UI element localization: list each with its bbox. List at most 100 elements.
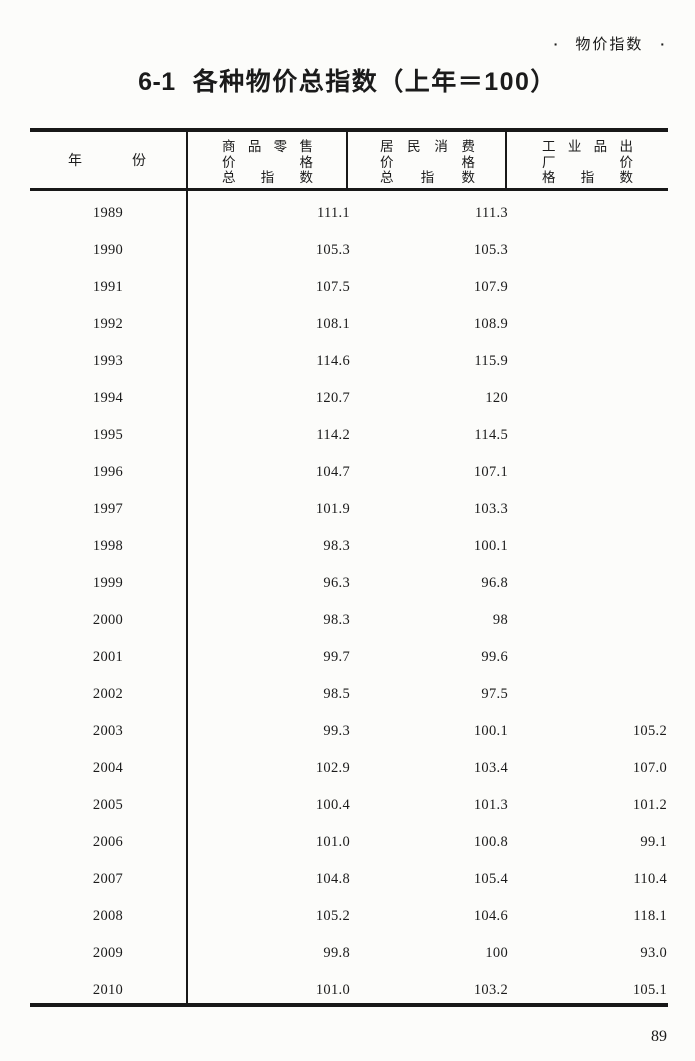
price-index-table: 年份 商品零售价格总指数 居民消费价格总指数 工业品出厂价格指数 1989 111… <box>30 128 668 1007</box>
consumer-price-index-header: 居民消费价格总指数 <box>380 139 475 186</box>
producer-price-cell: 105.1 <box>632 981 667 998</box>
producer-price-cell: 118.1 <box>633 907 667 924</box>
year-cell: 1990 <box>92 241 124 258</box>
year-cell: 2006 <box>92 833 124 850</box>
table-row: 1998 98.3 100.1 <box>30 524 668 561</box>
page-title: 6-1 各种物价总指数（上年＝100） <box>0 62 695 98</box>
consumer-price-cell: 99.6 <box>481 648 508 665</box>
table-row: 2010 101.0 103.2 105.1 <box>30 968 668 1005</box>
year-cell: 1991 <box>92 278 124 295</box>
consumer-price-cell: 100.1 <box>473 722 508 739</box>
retail-price-cell: 98.5 <box>323 685 350 702</box>
header-char: 价 <box>619 154 634 170</box>
header-char: 出 <box>619 139 633 154</box>
year-column-divider-line <box>186 132 188 1003</box>
year-cell: 1995 <box>92 426 124 443</box>
header-char: 品 <box>593 139 608 154</box>
consumer-price-cell: 104.6 <box>473 907 508 924</box>
table-row: 1993 114.6 115.9 <box>30 339 668 376</box>
retail-price-cell: 98.3 <box>323 537 350 554</box>
retail-price-cell: 105.3 <box>315 241 350 258</box>
year-cell: 2003 <box>92 722 124 739</box>
table-body: 1989 111.1 111.3 1990 105.3 105.3 1991 107.5 107… <box>30 191 668 1005</box>
header-char: 格 <box>542 170 556 185</box>
producer-price-cell: 101.2 <box>632 796 667 813</box>
header-char: 工 <box>542 139 556 154</box>
year-cell: 1989 <box>92 204 124 221</box>
header-line: 厂价 <box>542 155 633 171</box>
header-char: 总 <box>222 170 236 185</box>
page-number: 89 <box>651 1028 667 1045</box>
consumer-price-cell: 108.9 <box>473 315 508 332</box>
table-row: 2002 98.5 97.5 <box>30 672 668 709</box>
header-divider-line <box>346 132 348 190</box>
header-char: 指 <box>260 170 275 185</box>
table-row: 1989 111.1 111.3 <box>30 191 668 228</box>
table-row: 2000 98.3 98 <box>30 598 668 635</box>
header-char: 零 <box>273 139 288 154</box>
year-cell: 1997 <box>92 500 124 517</box>
retail-price-cell: 104.7 <box>315 463 350 480</box>
year-cell: 1992 <box>92 315 124 332</box>
header-char: 费 <box>461 139 475 154</box>
producer-price-cell: 93.0 <box>640 944 667 961</box>
retail-price-cell: 108.1 <box>315 315 350 332</box>
header-char: 消 <box>434 139 448 154</box>
table-row: 1992 108.1 108.9 <box>30 302 668 339</box>
retail-price-cell: 99.7 <box>323 648 350 665</box>
year-cell: 2007 <box>92 870 124 887</box>
year-cell: 1993 <box>92 352 124 369</box>
header-char: 业 <box>567 139 582 154</box>
consumer-price-cell: 120 <box>485 389 508 406</box>
consumer-price-cell: 101.3 <box>473 796 508 813</box>
header-char: 品 <box>247 139 262 154</box>
table-row: 1995 114.2 114.5 <box>30 413 668 450</box>
consumer-price-cell: 100.8 <box>473 833 508 850</box>
consumer-price-cell: 100.1 <box>473 537 508 554</box>
table-row: 2004 102.9 103.4 107.0 <box>30 746 668 783</box>
producer-price-cell: 105.2 <box>632 722 667 739</box>
year-cell: 2000 <box>92 611 124 628</box>
running-head-left-dot: · <box>553 35 559 52</box>
retail-price-cell: 114.2 <box>316 426 350 443</box>
table-row: 1991 107.5 107.9 <box>30 265 668 302</box>
consumer-price-cell: 103.2 <box>473 981 508 998</box>
consumer-price-cell: 98 <box>492 611 508 628</box>
consumer-price-cell: 100 <box>485 944 508 961</box>
year-column-header: 年份 <box>68 132 146 188</box>
header-line: 工业品出 <box>542 139 633 155</box>
retail-price-cell: 101.9 <box>315 500 350 517</box>
consumer-price-cell: 105.3 <box>473 241 508 258</box>
year-cell: 1994 <box>92 389 124 406</box>
header-line: 居民消费 <box>380 139 475 155</box>
header-char: 年 <box>68 152 82 168</box>
retail-price-cell: 107.5 <box>315 278 350 295</box>
retail-price-cell: 99.8 <box>323 944 350 961</box>
retail-price-cell: 101.0 <box>315 981 350 998</box>
table-title-text: 各种物价总指数（上年＝100） <box>192 68 557 96</box>
header-char: 商 <box>222 139 236 154</box>
retail-price-cell: 102.9 <box>315 759 350 776</box>
retail-price-cell: 104.8 <box>315 870 350 887</box>
consumer-price-cell: 111.3 <box>474 204 508 221</box>
retail-price-cell: 99.3 <box>323 722 350 739</box>
producer-price-index-header: 工业品出厂价格指数 <box>542 139 633 186</box>
table-row: 2006 101.0 100.8 99.1 <box>30 820 668 857</box>
header-char: 总 <box>380 170 394 185</box>
header-char: 民 <box>407 139 421 154</box>
header-char: 数 <box>299 170 314 185</box>
retail-price-cell: 111.1 <box>316 204 350 221</box>
header-char: 价 <box>380 154 394 170</box>
consumer-price-cell: 97.5 <box>481 685 508 702</box>
header-line: 价格 <box>222 155 313 171</box>
table-row: 2009 99.8 100 93.0 <box>30 931 668 968</box>
consumer-price-cell: 115.9 <box>474 352 508 369</box>
table-row: 1990 105.3 105.3 <box>30 228 668 265</box>
retail-price-index-header: 商品零售价格总指数 <box>222 139 313 186</box>
year-cell: 1996 <box>92 463 124 480</box>
year-cell: 2002 <box>92 685 124 702</box>
consumer-price-cell: 114.5 <box>474 426 508 443</box>
header-line: 总指数 <box>380 170 475 186</box>
header-line: 价格 <box>380 155 475 171</box>
consumer-price-cell: 103.4 <box>473 759 508 776</box>
